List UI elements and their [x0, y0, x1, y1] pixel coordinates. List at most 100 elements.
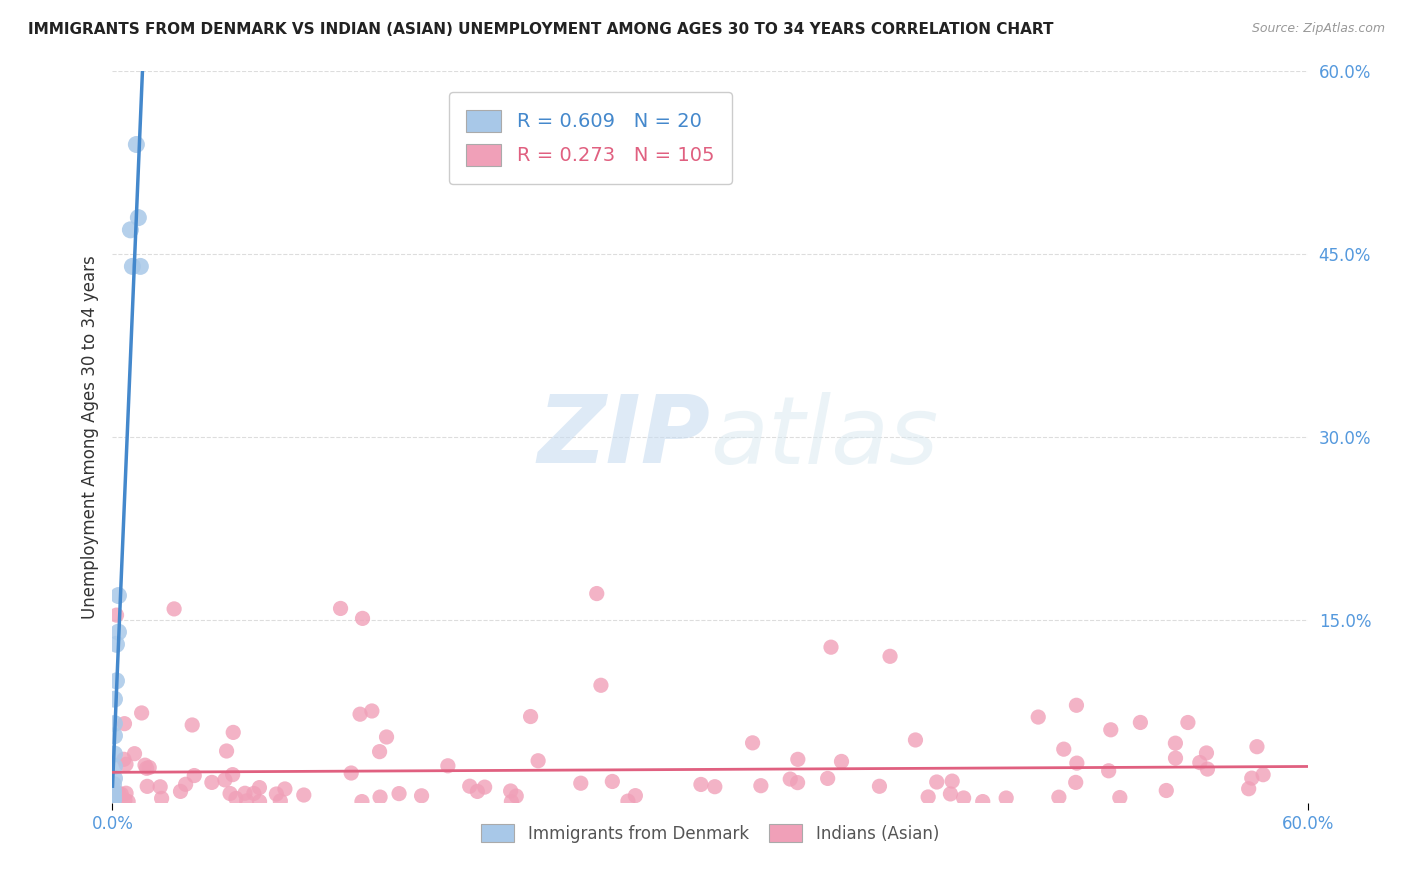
Text: ZIP: ZIP — [537, 391, 710, 483]
Point — [249, 780, 271, 795]
Point — [134, 758, 156, 772]
Point — [340, 766, 363, 780]
Point — [235, 794, 257, 808]
Point — [941, 774, 963, 789]
Point — [136, 780, 159, 794]
Point — [292, 788, 315, 802]
Point — [103, 787, 125, 801]
Point — [1237, 781, 1260, 796]
Point — [820, 640, 842, 655]
Point — [222, 725, 245, 739]
Point — [1066, 698, 1088, 713]
Point — [117, 795, 139, 809]
Point — [349, 707, 371, 722]
Point — [225, 791, 247, 805]
Y-axis label: Unemployment Among Ages 30 to 34 years: Unemployment Among Ages 30 to 34 years — [80, 255, 98, 619]
Point — [501, 795, 523, 809]
Point — [105, 673, 128, 688]
Point — [221, 767, 243, 781]
Point — [103, 778, 125, 792]
Point — [169, 784, 191, 798]
Point — [121, 260, 143, 274]
Point — [1156, 783, 1178, 797]
Point — [114, 716, 136, 731]
Point — [831, 755, 853, 769]
Point — [505, 789, 527, 803]
Point — [201, 775, 224, 789]
Point — [1053, 742, 1076, 756]
Point — [779, 772, 801, 786]
Point — [690, 777, 713, 791]
Point — [1026, 710, 1049, 724]
Point — [107, 787, 129, 801]
Point — [749, 779, 772, 793]
Point — [103, 783, 125, 797]
Point — [350, 795, 373, 809]
Point — [243, 787, 266, 801]
Point — [115, 757, 138, 772]
Point — [233, 786, 256, 800]
Point — [569, 776, 592, 790]
Point — [329, 601, 352, 615]
Point — [437, 759, 460, 773]
Point — [1064, 775, 1087, 789]
Point — [1047, 790, 1070, 805]
Point — [107, 589, 129, 603]
Point — [103, 793, 125, 807]
Point — [183, 768, 205, 782]
Point — [150, 791, 173, 805]
Legend: Immigrants from Denmark, Indians (Asian): Immigrants from Denmark, Indians (Asian) — [474, 818, 946, 849]
Point — [1177, 715, 1199, 730]
Point — [149, 780, 172, 794]
Point — [105, 608, 128, 623]
Point — [904, 733, 927, 747]
Point — [1129, 715, 1152, 730]
Point — [124, 747, 146, 761]
Point — [1246, 739, 1268, 754]
Point — [215, 744, 238, 758]
Point — [585, 586, 607, 600]
Point — [352, 611, 374, 625]
Point — [103, 791, 125, 805]
Point — [467, 784, 489, 798]
Point — [103, 759, 125, 773]
Point — [103, 729, 125, 743]
Point — [105, 637, 128, 651]
Point — [103, 692, 125, 706]
Point — [1195, 746, 1218, 760]
Point — [1164, 736, 1187, 750]
Point — [458, 779, 481, 793]
Point — [103, 747, 125, 761]
Point — [107, 625, 129, 640]
Point — [112, 752, 135, 766]
Point — [368, 790, 391, 805]
Point — [1240, 771, 1263, 785]
Point — [103, 716, 125, 731]
Point — [1098, 764, 1121, 778]
Point — [360, 704, 382, 718]
Point — [879, 649, 901, 664]
Point — [110, 787, 132, 801]
Point — [868, 779, 890, 793]
Point — [617, 794, 640, 808]
Point — [519, 709, 541, 723]
Text: Source: ZipAtlas.com: Source: ZipAtlas.com — [1251, 22, 1385, 36]
Point — [219, 787, 242, 801]
Point — [1251, 767, 1274, 781]
Point — [917, 789, 939, 804]
Point — [127, 211, 149, 225]
Point — [925, 775, 948, 789]
Point — [368, 745, 391, 759]
Text: IMMIGRANTS FROM DENMARK VS INDIAN (ASIAN) UNEMPLOYMENT AMONG AGES 30 TO 34 YEARS: IMMIGRANTS FROM DENMARK VS INDIAN (ASIAN… — [28, 22, 1053, 37]
Point — [249, 795, 271, 809]
Point — [1066, 756, 1088, 771]
Point — [131, 706, 153, 720]
Point — [120, 223, 142, 237]
Point — [411, 789, 433, 803]
Point — [135, 761, 157, 775]
Point — [103, 772, 125, 786]
Point — [995, 791, 1018, 805]
Point — [817, 772, 839, 786]
Point — [375, 730, 398, 744]
Point — [274, 781, 297, 796]
